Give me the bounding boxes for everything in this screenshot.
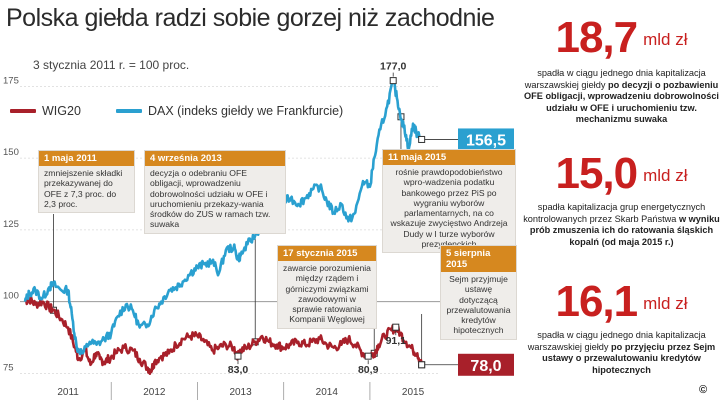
legend-label-dax: DAX (indeks giełdy we Frankfurcie) [148,104,344,118]
legend-item-wig20: WIG20 [10,104,81,118]
annotation-text: zmniejszenie składki przekazywanej do OF… [44,168,123,209]
end-marker [418,361,426,369]
annotation-jan-2015: 17 stycznia 2015 zawarcie porozumienia m… [278,246,376,328]
x-axis-ticks: 2011 2012 2013 2014 2015 [57,382,425,400]
end-label-dax: 156,5 [466,132,506,149]
stat-block-ofe: 18,7 mld zł spadła w ciągu jednego dnia k… [523,16,720,125]
stat-block-mortgage: 16,1 mld zł spadła w ciągu jednego dnia k… [523,280,720,376]
annotation-date: 4 września 2013 [145,151,285,166]
end-label-wig20-box [458,353,514,376]
annotation-text: Sejm przyjmuje ustawę dotyczącą przewalu… [446,274,511,336]
annotation-may-2011: 1 maja 2011 zmniejszenie składki przekaz… [39,151,134,213]
y-tick-label: 175 [3,75,19,86]
stat-description: spadła w ciągu jednego dnia kapitalizacj… [524,68,719,124]
value-marker [234,352,242,360]
annotation-sep-2013: 4 września 2013 decyzja o odebraniu OFE … [145,151,285,233]
annotation-date: 5 sierpnia 2015 [441,246,516,272]
value-label: 177,0 [380,61,406,73]
end-label-wig20: 78,0 [470,358,501,375]
value-label: 83,0 [228,364,249,376]
annotation-text: rośnie prawdopodobieństwo wpro-wadzenia … [390,167,508,250]
legend-label-wig20: WIG20 [42,104,81,118]
y-tick-label: 125 [3,219,19,230]
chart-subtitle: 3 stycznia 2011 r. = 100 proc. [33,58,190,72]
stat-description: spadła w ciągu jednego dnia kapitalizacj… [527,330,716,375]
x-tick-label: 2014 [316,387,339,398]
stat-description: spadła kapitalizacja grup energetycznych… [523,202,720,247]
value-marker [392,323,400,331]
value-label: 80,9 [358,364,379,376]
value-marks: 177,0 83,0 80,9 91,1 156,5 78,0 [228,61,514,376]
legend-swatch-dax [116,109,142,113]
y-axis-ticks: 75 100 125 150 175 [3,75,19,373]
value-marker [364,352,372,360]
publisher-logo: © [699,384,708,396]
stat-value: 16,1 mld zł [555,277,688,326]
annotation-date: 11 maja 2015 [383,150,515,165]
stat-block-energy: 15,0 mld zł spadła kapitalizacja grup ene… [523,152,720,248]
legend-swatch-wig20 [10,109,36,113]
x-tick-label: 2012 [143,387,166,398]
x-tick-label: 2015 [402,387,425,398]
annotation-text: decyzja o odebraniu OFE obligacji, wprow… [150,168,271,230]
stat-value: 15,0 mld zł [555,149,688,198]
y-tick-label: 100 [3,291,19,302]
x-tick-label: 2011 [57,387,79,398]
annotation-date: 1 maja 2011 [39,151,134,166]
chart-title: Polska giełda radzi sobie gorzej niż zac… [6,4,495,32]
value-label: 91,1 [386,335,407,347]
end-label-dax-box [458,128,514,151]
annotation-aug-2015: 5 sierpnia 2015 Sejm przyjmuje ustawę do… [441,246,516,339]
series-line-dax [23,78,423,356]
annotation-may-2015: 11 maja 2015 rośnie prawdopodobieństwo w… [383,150,515,253]
x-tick-label: 2013 [229,387,252,398]
stat-value: 18,7 mld zł [555,13,688,62]
annotation-text: zawarcie porozumienia między rządem i gó… [283,263,371,325]
end-marker [418,135,426,143]
y-tick-label: 75 [3,362,14,373]
annotation-date: 17 stycznia 2015 [278,246,376,261]
legend-item-dax: DAX (indeks giełdy we Frankfurcie) [116,104,343,118]
y-tick-label: 150 [3,147,19,158]
line-chart: 75 100 125 150 175 2011 2012 2013 2014 2015 177,… [3,61,514,400]
value-marker [389,77,397,85]
